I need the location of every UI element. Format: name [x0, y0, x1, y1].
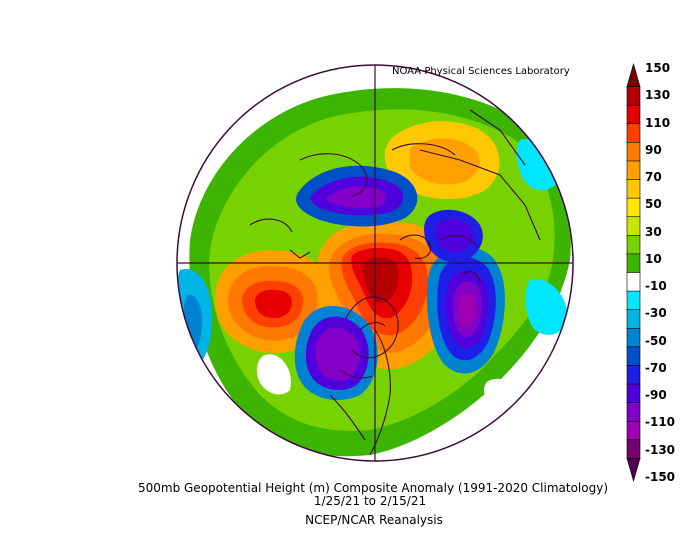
colorbar-swatch [626, 420, 641, 441]
colorbar-tick-label: -110 [645, 415, 676, 430]
colorbar-swatch [626, 365, 641, 385]
colorbar-swatch [626, 439, 641, 460]
colorbar-tick-label: -150 [645, 470, 676, 484]
caption-dates: 1/25/21 to 2/15/21 [313, 494, 427, 508]
colorbar-tick-label: 30 [645, 224, 662, 239]
caption-source: NCEP/NCAR Reanalysis [305, 513, 443, 527]
colorbar-tick-label: 110 [645, 115, 671, 130]
colorbar-swatch [626, 179, 641, 199]
colorbar [626, 62, 641, 483]
colorbar-tick-label: 50 [645, 197, 662, 212]
colorbar-swatch [626, 235, 641, 255]
colorbar-swatch [626, 458, 641, 483]
colorbar-swatch [626, 160, 641, 181]
colorbar-swatch [626, 123, 641, 144]
colorbar-tick-label: 130 [645, 88, 671, 103]
colorbar-tick-label: -90 [645, 388, 667, 403]
colorbar-swatch [626, 62, 641, 87]
grid-lines [177, 65, 573, 461]
caption-title: 500mb Geopotential Height (m) Composite … [137, 481, 608, 495]
colorbar-swatch [626, 86, 641, 106]
colorbar-tick-label: -130 [645, 442, 676, 457]
colorbar-swatch [626, 197, 641, 218]
colorbar-swatch [626, 272, 641, 292]
coastlines [249, 109, 541, 456]
colorbar-tick-label: 10 [645, 251, 662, 266]
colorbar-tick-label: -30 [645, 306, 667, 321]
credit-label: NOAA Physical Sciences Laboratory [392, 66, 570, 77]
colorbar-tick-label: 90 [645, 142, 662, 157]
map-boundary [176, 64, 574, 462]
colorbar-tick-label: -50 [645, 333, 667, 348]
colorbar-tick-label: -10 [645, 279, 667, 294]
colorbar-swatch [626, 346, 641, 367]
colorbar-swatch [626, 290, 641, 311]
colorbar-swatch [626, 253, 641, 274]
colorbar-swatch [626, 327, 641, 348]
colorbar-swatch [626, 142, 641, 162]
colorbar-swatch [626, 216, 641, 237]
colorbar-swatch [626, 104, 641, 125]
colorbar-swatch [626, 383, 641, 404]
colorbar-swatch [626, 309, 641, 330]
colorbar-tick-label: 150 [645, 61, 671, 75]
colorbar-tick-label: -70 [645, 360, 667, 375]
colorbar-tick-label: 70 [645, 170, 662, 185]
colorbar-swatch [626, 402, 641, 423]
